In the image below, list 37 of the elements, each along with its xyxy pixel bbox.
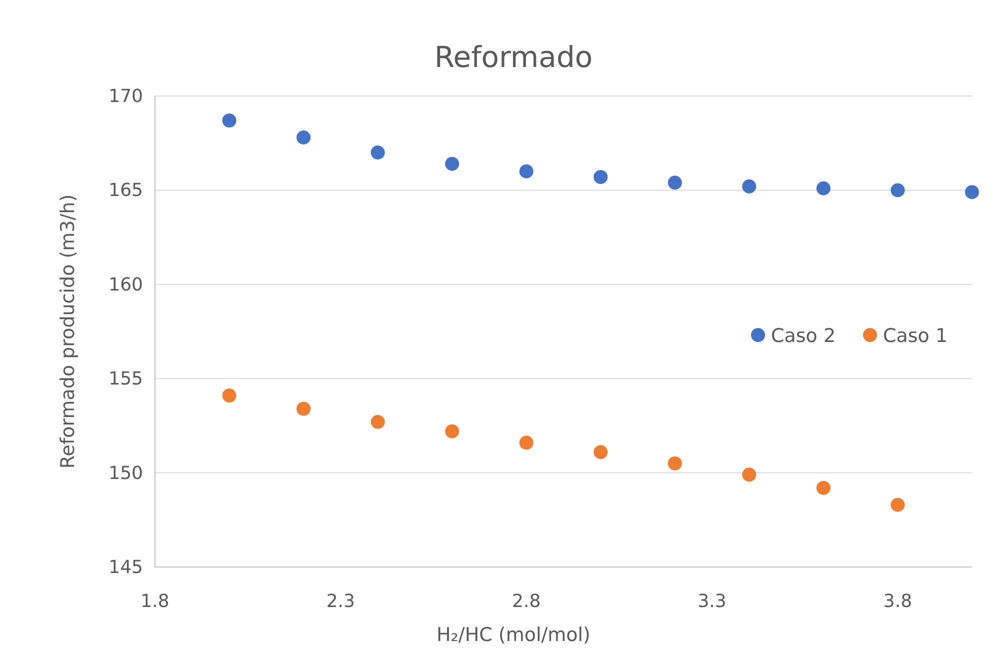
y-tick-label: 165 [108,180,143,202]
point [816,480,830,495]
point [742,468,756,482]
y-axis-title: Reformado producido (m3/h) [57,194,79,469]
y-tick-label: 145 [108,557,143,578]
y-tick-label: 160 [108,274,143,296]
point [668,176,682,190]
point [594,445,608,460]
point [370,146,385,160]
y-tick-label: 150 [108,462,143,484]
point [445,424,460,438]
point [890,498,905,512]
x-tick-label: 2.8 [512,591,541,612]
legend-label: Caso 2 [771,325,836,347]
point [890,183,905,198]
point [742,179,756,194]
point [222,388,236,403]
chart-title: Reformado [434,40,593,74]
x-tick-label: 2.3 [326,591,355,612]
x-tick-label: 3.3 [698,591,726,612]
point [965,185,979,200]
point [816,181,830,196]
x-tick-label: 3.8 [883,591,912,612]
point [296,402,311,416]
point [519,436,534,450]
point [222,113,236,128]
y-tick-label: 170 [108,86,143,107]
point [594,170,608,184]
x-tick-label: 1.8 [140,591,170,612]
point [519,164,534,178]
point [370,414,385,429]
y-tick-label: 155 [108,368,143,390]
x-axis-title: H₂/HC (mol/mol) [436,624,590,646]
point [668,456,682,470]
legend-label: Caso 1 [883,325,948,347]
point [445,156,460,171]
point [296,130,311,144]
